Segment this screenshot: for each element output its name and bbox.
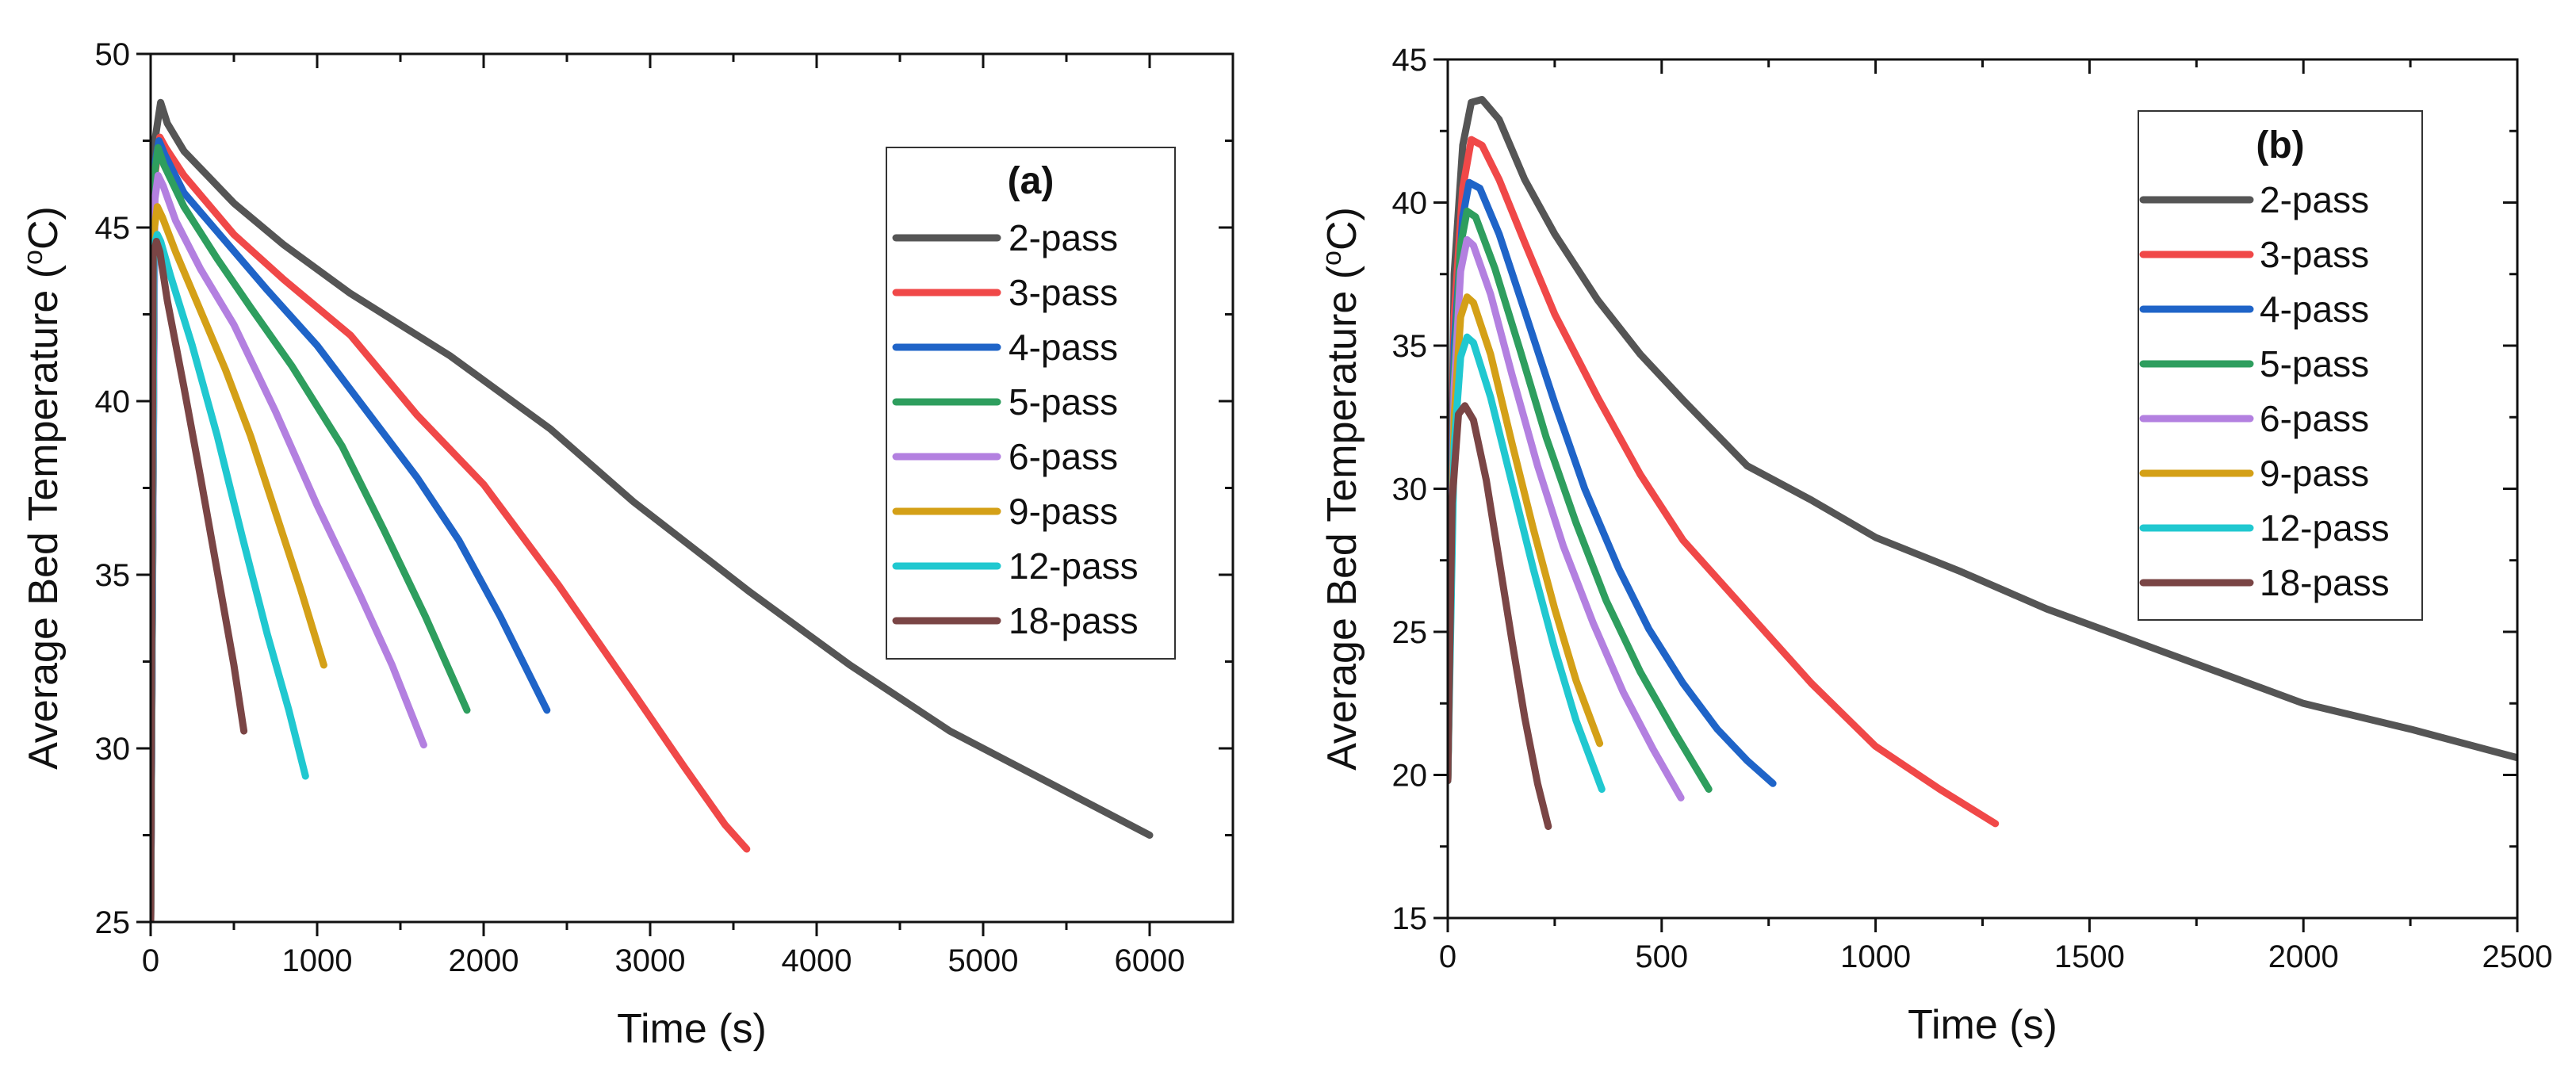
x-tick-label: 1000	[1840, 939, 1911, 974]
series-line-6-pass	[1448, 235, 1685, 801]
series-line-3-pass	[1448, 136, 2000, 828]
y-tick-label: 30	[1392, 472, 1428, 507]
x-tick-label: 2000	[449, 943, 519, 978]
series-line-2-pass	[151, 98, 1154, 922]
x-axis-title: Time (s)	[1908, 1002, 2057, 1048]
series-line-2-pass	[1448, 96, 2517, 785]
legend: (b) 2-pass 3-pass 4-pass 5-pass 6-pass 9-pass 1…	[2138, 110, 2423, 621]
series-line-18-pass	[151, 238, 248, 922]
x-tick-label: 3000	[615, 943, 686, 978]
series-line-18-pass	[1448, 402, 1552, 830]
series-line-4-pass	[1448, 178, 1777, 787]
y-axis-title-suffix: C)	[21, 206, 67, 250]
chart-panel-b: 0 500 1000 1500 2000 2500 15 20 25 30 35 40 45 Time (…	[1317, 43, 2552, 1048]
y-tick-label: 20	[1392, 759, 1428, 794]
y-tick-label: 25	[95, 905, 131, 940]
series-line-9-pass	[151, 203, 327, 922]
legend-entry-5-pass: 5-pass	[2260, 343, 2369, 384]
y-axis-title-main: Average Bed Temperature (	[21, 264, 67, 770]
y-tick-label: 40	[95, 384, 131, 419]
series-line-6-pass	[151, 171, 427, 922]
x-tick-label: 6000	[1115, 943, 1185, 978]
legend-entry-12-pass: 12-pass	[2260, 507, 2390, 549]
series-line-4-pass	[151, 137, 551, 922]
y-tick-label: 15	[1392, 901, 1428, 936]
y-axis-title-suffix: C)	[1319, 207, 1365, 251]
panel-label: (b)	[2256, 124, 2304, 166]
panel-label: (a)	[1008, 160, 1055, 202]
y-axis-title-superscript: o	[1317, 251, 1347, 266]
series-line-5-pass	[151, 143, 471, 922]
legend-entry-4-pass: 4-pass	[1009, 327, 1118, 368]
y-tick-label: 45	[1392, 43, 1428, 78]
x-axis-title: Time (s)	[617, 1006, 767, 1052]
legend-entry-2-pass: 2-pass	[1009, 217, 1118, 258]
series-lines	[1448, 96, 2517, 830]
y-tick-label: 25	[1392, 615, 1428, 650]
chart-panel-a: 0 1000 2000 3000 4000 5000 6000 25 30 35 40 45 50 Tim…	[18, 37, 1234, 1052]
x-tick-label: 2000	[2268, 939, 2339, 974]
legend-entry-3-pass: 3-pass	[2260, 234, 2369, 275]
x-tick-label: 0	[1439, 939, 1456, 974]
y-tick-label: 30	[95, 732, 131, 767]
legend-entry-18-pass: 18-pass	[1009, 600, 1139, 641]
series-line-12-pass	[1448, 333, 1606, 793]
series-line-9-pass	[1448, 293, 1604, 785]
legend-entry-2-pass: 2-pass	[2260, 179, 2369, 220]
y-tick-label: 45	[95, 211, 131, 246]
y-axis-title: Average Bed Temperature (oC)	[1317, 207, 1365, 771]
y-tick-label: 40	[1392, 186, 1428, 221]
legend-entry-6-pass: 6-pass	[2260, 398, 2369, 439]
x-tick-label: 1500	[2054, 939, 2125, 974]
legend-entry-5-pass: 5-pass	[1009, 381, 1118, 423]
legend-entry-18-pass: 18-pass	[2260, 562, 2390, 603]
series-lines	[151, 98, 1154, 922]
y-tick-label: 35	[95, 558, 131, 593]
legend-entry-12-pass: 12-pass	[1009, 545, 1139, 587]
x-tick-label: 4000	[782, 943, 852, 978]
legend: (a) 2-pass 3-pass 4-pass 5-pass 6-pass 9-pass 1…	[886, 147, 1176, 660]
legend-entry-4-pass: 4-pass	[2260, 289, 2369, 330]
legend-entry-9-pass: 9-pass	[2260, 453, 2369, 494]
legend-entry-3-pass: 3-pass	[1009, 272, 1118, 313]
x-tick-label: 500	[1635, 939, 1688, 974]
series-line-5-pass	[1448, 207, 1713, 793]
y-axis-title-superscript: o	[18, 250, 48, 265]
x-tick-label: 1000	[282, 943, 353, 978]
x-tick-label: 5000	[948, 943, 1019, 978]
legend-entry-9-pass: 9-pass	[1009, 491, 1118, 532]
y-tick-label: 50	[95, 37, 131, 72]
y-axis-title-main: Average Bed Temperature (	[1319, 265, 1365, 771]
x-tick-label: 0	[142, 943, 159, 978]
x-tick-label: 2500	[2482, 939, 2553, 974]
legend-entry-6-pass: 6-pass	[1009, 436, 1118, 477]
y-tick-label: 35	[1392, 329, 1428, 364]
y-axis-title: Average Bed Temperature (oC)	[18, 206, 67, 770]
